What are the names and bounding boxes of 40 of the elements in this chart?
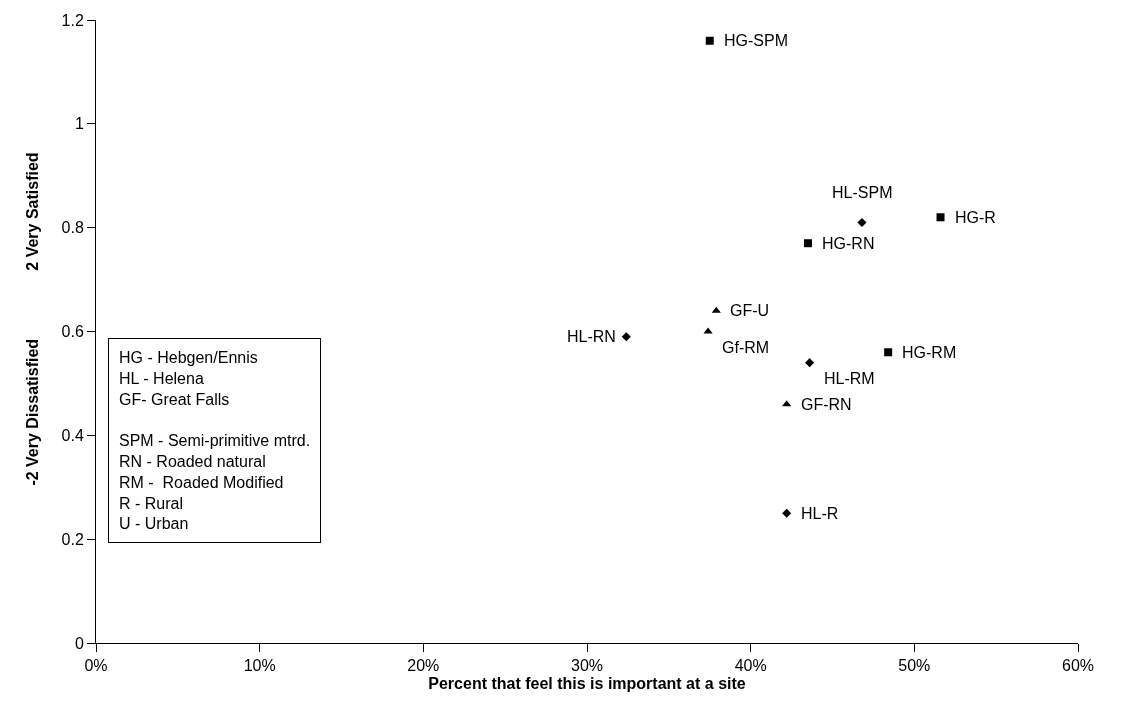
x-tick-label: 20% (407, 657, 440, 675)
annotation: HL-R (801, 505, 839, 522)
x-tick-label: 50% (898, 657, 931, 675)
y-axis-title: 2 Very Satisfied (24, 152, 42, 271)
point (711, 306, 721, 313)
annotation: HG-RM (902, 344, 957, 361)
annotation: HG-R (955, 209, 996, 226)
point (936, 213, 945, 222)
point (857, 217, 867, 228)
y-tick-label: 0.6 (61, 323, 84, 341)
x-tick-label: 30% (570, 657, 604, 675)
x-tick-label: 40% (734, 657, 767, 675)
y-tick-label: 0.2 (61, 530, 84, 548)
point (803, 239, 812, 248)
y-tick-label: 1 (74, 115, 84, 133)
x-tick-label: 0% (84, 657, 108, 675)
point (782, 400, 792, 407)
annotation: HG-RN (822, 235, 875, 252)
point (782, 508, 792, 518)
point (621, 332, 631, 342)
annotation: Gf-RM (722, 339, 770, 356)
annotation: HL-SPM (832, 184, 893, 201)
annotation: HL-RN (567, 328, 616, 345)
point (884, 348, 893, 357)
x-tick-label: 10% (243, 657, 276, 675)
x-tick-label: 60% (1061, 657, 1095, 675)
x-axis-title: Percent that feel this is important at a site (428, 674, 746, 692)
text: -2 Very Dissatisfied (24, 338, 42, 486)
point (705, 36, 714, 45)
annotation: HG-SPM (724, 32, 788, 49)
y-tick-label: 1.2 (61, 11, 84, 29)
point (703, 327, 713, 334)
annotation: GF-U (730, 302, 770, 319)
text: HG - Hebgen/Ennis HL - Helena GF- Great Falls SPM - Semi-primitive mtrd. RN - Roaded natural RM - Roaded Modified R - Rural U - Urban (119, 349, 311, 533)
y-tick-label: 0.8 (61, 219, 84, 237)
y-tick-label: 0.4 (61, 426, 84, 444)
y-tick-label: 0 (74, 634, 84, 652)
annotation: HL-RM (824, 370, 875, 387)
point (805, 358, 815, 368)
annotation: GF-RN (801, 396, 852, 413)
